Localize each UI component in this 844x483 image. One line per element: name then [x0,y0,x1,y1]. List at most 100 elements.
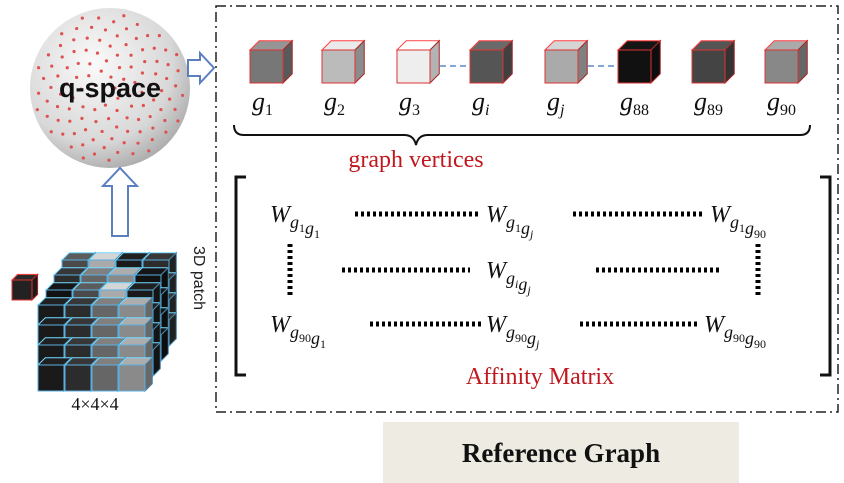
sphere-dot [72,38,75,41]
cube-front [119,365,145,391]
sphere-dot [135,37,138,40]
sphere-dot [125,27,128,30]
vertex-sub: 88 [633,102,649,119]
matrix-entry: Wg1gj [486,202,534,241]
sphere-dot [118,66,121,69]
vertex-label: gj [547,87,565,119]
vertex-label: g3 [399,87,420,119]
entry-sub-sub: 1 [320,337,326,351]
matrix-entry: Wgigj [486,258,531,297]
sphere-dot [153,47,156,50]
sphere-dot [151,126,154,129]
sphere-label: q-space [59,73,161,103]
vertex-base: g [399,87,412,116]
sphere-dot [116,54,119,57]
sphere-dot [68,107,71,110]
sphere-dot [49,86,52,89]
cube-front [12,280,32,300]
sphere-dot [81,105,84,108]
sphere-dot [112,20,115,23]
sphere-dot [181,94,184,97]
sphere-dot [36,108,39,111]
sphere-dot [61,133,64,136]
bracket-left [236,177,246,375]
sphere-dot [158,34,161,37]
entry-base: W [270,202,292,228]
sphere-dot [136,142,139,145]
matrix-entry: Wg90gj [486,312,540,351]
sphere-dot [129,54,132,57]
sphere-dot [93,108,96,111]
sphere-dot [143,60,146,63]
sphere-dot [73,132,76,135]
sphere-dot [155,60,158,63]
sphere-dot [116,34,119,37]
sphere-dot [98,39,101,42]
matrix-entry: Wg1g90 [710,202,766,241]
sphere-dot [126,130,129,133]
sphere-dot [176,119,179,122]
diagram: q-space graph vertices Affinity Matrix R… [0,0,844,483]
vertex-sub: 3 [412,102,420,119]
sphere-dot [86,37,89,40]
sphere-dot [124,43,127,46]
sphere-dot [131,152,134,155]
sphere-dot [141,48,144,51]
sphere-dot [123,141,126,144]
sphere-dot [116,151,119,154]
sphere-dot [90,26,93,29]
entry-sub-base: g [518,274,527,294]
cube-front [38,365,64,391]
entry-base: W [486,258,508,284]
sphere-dot [136,23,139,26]
entry-sub-base: g [290,322,299,342]
page: q-space graph vertices Affinity Matrix R… [0,0,844,483]
sphere-dot [151,138,154,141]
cube-front [322,50,355,83]
sphere-dot [142,104,145,107]
sphere-dot [164,48,167,51]
sphere-dot [50,64,53,67]
sphere-dot [164,131,167,134]
entry-sub-base: g [290,212,299,232]
vertex-label: g90 [767,87,796,119]
cube-front [692,50,725,83]
sphere-dot [72,50,75,53]
sphere-dot [125,116,128,119]
patch-cubes [12,253,176,391]
sphere-dot [174,84,177,87]
entry-sub-sub: 90 [299,331,311,345]
sphere-dot [60,32,63,35]
sphere-dot [101,130,104,133]
vertex-sub: 90 [780,102,796,119]
sphere-dot [81,143,84,146]
sphere-dot [105,59,108,62]
bracket-right [820,177,830,375]
entry-base: W [710,202,732,228]
vertex-base: g [472,87,485,116]
cube-front [618,50,651,83]
sphere-dot [176,69,179,72]
arrow-right [188,53,214,83]
vertex-label: g2 [324,87,345,119]
sphere-dot [173,108,176,111]
brace [234,125,810,145]
entry-sub-base: g [521,218,530,238]
sphere-dot [80,117,83,120]
sphere-dot [84,128,87,131]
sphere-dot [122,14,125,17]
sphere-dot [93,152,96,155]
vertex-label: g89 [694,87,723,119]
sphere-dot [97,16,100,19]
sphere-dot [81,16,84,19]
sphere-dot [168,98,171,101]
sphere-dot [163,119,166,122]
sphere-dot [137,118,140,121]
cube-front [65,365,91,391]
cube-front [250,50,283,83]
sphere-dot [66,66,69,69]
sphere-dot [37,66,40,69]
sphere-dot [115,125,118,128]
vertex-base: g [620,87,633,116]
sphere-dot [130,65,133,68]
